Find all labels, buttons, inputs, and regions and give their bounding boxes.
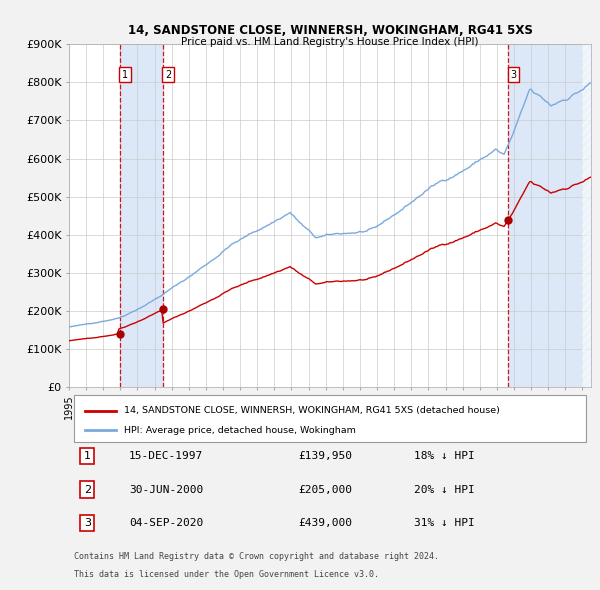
Text: HPI: Average price, detached house, Wokingham: HPI: Average price, detached house, Woki… [124, 426, 356, 435]
Bar [508, 44, 591, 387]
Text: 31% ↓ HPI: 31% ↓ HPI [413, 518, 474, 528]
Text: £439,000: £439,000 [299, 518, 353, 528]
Text: 15-DEC-1997: 15-DEC-1997 [129, 451, 203, 461]
Text: 30-JUN-2000: 30-JUN-2000 [129, 484, 203, 494]
Text: £139,950: £139,950 [299, 451, 353, 461]
Text: 2: 2 [84, 484, 91, 494]
Text: 04-SEP-2020: 04-SEP-2020 [129, 518, 203, 528]
Text: Contains HM Land Registry data © Crown copyright and database right 2024.: Contains HM Land Registry data © Crown c… [74, 552, 439, 561]
Text: 3: 3 [511, 70, 517, 80]
Text: 3: 3 [84, 518, 91, 528]
Text: 1: 1 [122, 70, 128, 80]
Text: 14, SANDSTONE CLOSE, WINNERSH, WOKINGHAM, RG41 5XS (detached house): 14, SANDSTONE CLOSE, WINNERSH, WOKINGHAM… [124, 406, 500, 415]
Text: 18% ↓ HPI: 18% ↓ HPI [413, 451, 474, 461]
Bar [583, 44, 591, 387]
Text: 14, SANDSTONE CLOSE, WINNERSH, WOKINGHAM, RG41 5XS: 14, SANDSTONE CLOSE, WINNERSH, WOKINGHAM… [128, 24, 532, 37]
Bar [119, 44, 163, 387]
FancyBboxPatch shape [74, 395, 586, 442]
Text: £205,000: £205,000 [299, 484, 353, 494]
Text: 2: 2 [165, 70, 172, 80]
Text: This data is licensed under the Open Government Licence v3.0.: This data is licensed under the Open Gov… [74, 570, 379, 579]
Text: Price paid vs. HM Land Registry's House Price Index (HPI): Price paid vs. HM Land Registry's House … [181, 37, 479, 47]
Text: 20% ↓ HPI: 20% ↓ HPI [413, 484, 474, 494]
Text: 1: 1 [84, 451, 91, 461]
